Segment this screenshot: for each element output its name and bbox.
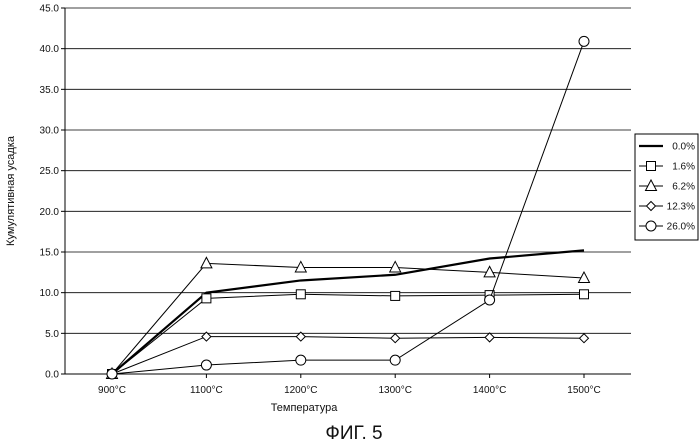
x-tick-label: 1400°C — [473, 385, 506, 396]
data-point — [485, 295, 495, 305]
y-tick-label: 45.0 — [40, 4, 60, 15]
legend-label: 12.3% — [667, 202, 695, 213]
data-point — [579, 272, 590, 283]
data-point — [390, 355, 400, 365]
data-point — [295, 261, 306, 272]
legend-marker — [646, 221, 656, 231]
series-1.6% — [108, 290, 589, 379]
x-tick-label: 1300°C — [378, 385, 411, 396]
data-point — [485, 333, 494, 342]
data-point — [579, 36, 589, 46]
data-point — [390, 261, 401, 272]
series-line — [112, 337, 584, 374]
figure-caption: ФИГ. 5 — [325, 423, 382, 443]
data-point — [296, 355, 306, 365]
y-tick-label: 30.0 — [40, 126, 60, 137]
x-axis-title: Температура — [271, 402, 339, 414]
data-point — [391, 334, 400, 343]
data-point — [201, 257, 212, 268]
y-tick-label: 20.0 — [40, 207, 60, 218]
y-tick-label: 25.0 — [40, 166, 60, 177]
y-tick-label: 40.0 — [40, 44, 60, 55]
grid-lines — [65, 8, 631, 333]
series-group — [107, 36, 590, 379]
y-tick-label: 5.0 — [45, 329, 59, 340]
data-point — [201, 360, 211, 370]
x-tick-label: 900°C — [98, 385, 126, 396]
axes — [65, 8, 631, 374]
y-axis-title: Кумулятивная усадка — [5, 135, 17, 246]
series-12.3% — [108, 332, 589, 378]
data-point — [296, 290, 305, 299]
y-tick-labels: 0.0 5.0 10.0 15.0 20.0 25.0 30.0 35.0 40.0 45.0 — [40, 4, 65, 381]
legend-label: 26.0% — [667, 222, 695, 233]
series-0.0% — [112, 250, 584, 374]
data-point — [202, 294, 211, 303]
x-tick-label: 1100°C — [190, 385, 223, 396]
y-tick-label: 15.0 — [40, 248, 60, 259]
series-line — [112, 294, 584, 374]
chart: 0.0 5.0 10.0 15.0 20.0 25.0 30.0 35.0 40.0 45.0 9… — [0, 0, 700, 443]
x-tick-label: 1500°C — [567, 385, 600, 396]
data-point — [107, 369, 117, 379]
x-tick-labels: 900°C 1100°C 1200°C 1300°C 1400°C 1500°C — [98, 374, 601, 396]
y-tick-label: 10.0 — [40, 288, 60, 299]
series-line — [112, 41, 584, 374]
legend-label: 1.6% — [672, 162, 695, 173]
legend-label: 6.2% — [672, 182, 695, 193]
series-line — [112, 250, 584, 374]
data-point — [391, 291, 400, 300]
legend-label: 0.0% — [672, 142, 695, 153]
data-point — [580, 334, 589, 343]
data-point — [580, 290, 589, 299]
series-line — [112, 263, 584, 374]
legend: 0.0% 1.6% 6.2% 12.3% 26.0% — [635, 134, 698, 240]
y-tick-label: 0.0 — [45, 370, 59, 381]
legend-marker — [647, 162, 656, 171]
data-point — [484, 266, 495, 277]
x-tick-label: 1200°C — [284, 385, 317, 396]
series-26.0% — [107, 36, 589, 379]
y-tick-label: 35.0 — [40, 85, 60, 96]
